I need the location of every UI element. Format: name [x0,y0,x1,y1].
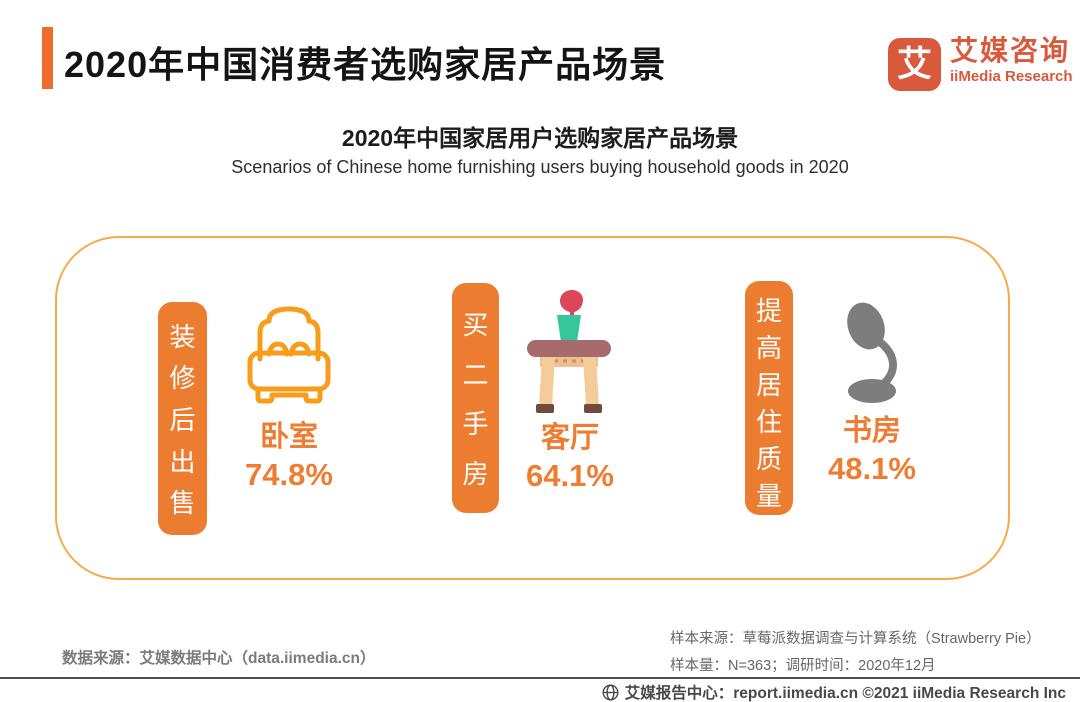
iimedia-logo-icon: 艾 [888,38,941,91]
globe-icon [602,683,619,701]
scenario-tag-secondhand-house: 买二手房 [452,283,499,513]
footer-divider [0,677,1080,679]
lamp-icon [847,302,897,403]
room-label-bedroom: 卧室 [259,421,318,453]
bed-icon [247,306,331,404]
scenario-tag-renovate-sell: 装修后出售 [158,302,207,535]
title-accent-bar [42,27,53,89]
scenario-tag-improve-living-quality: 提高居住质量 [745,281,793,515]
chart-panel: 装修后出售 卧室 74.8% 买二手房 客厅 64.1% [55,236,1010,580]
footer-bar: 艾媒报告中心：report.iimedia.cn ©2021 iiMedia R… [602,681,1066,702]
logo-glyph: 艾 [896,45,932,84]
room-label-study: 书房 [842,415,901,447]
data-source: 数据来源：艾媒数据中心（data.iimedia.cn） [62,650,376,667]
brand-name-en: iiMedia Research [950,68,1073,85]
sample-source-block: 样本来源：草莓派数据调查与计算系统（Strawberry Pie） 样本量：N=… [670,626,1041,680]
value-livingroom: 64.1% [526,458,614,493]
brand-name-cn: 艾媒咨询 [950,35,1071,66]
footer-text: 艾媒报告中心：report.iimedia.cn ©2021 iiMedia R… [624,685,1066,702]
brand-logo: 艾 艾媒咨询 iiMedia Research [888,36,1073,91]
table-icon [527,290,611,413]
value-bedroom: 74.8% [245,457,333,492]
page-title: 2020年中国消费者选购家居产品场景 [64,44,667,85]
sample-info: 样本量：N=363；调研时间：2020年12月 [670,658,936,674]
sample-source: 样本来源：草莓派数据调查与计算系统（Strawberry Pie） [670,631,1041,647]
chart-subtitle-en: Scenarios of Chinese home furnishing use… [231,157,849,177]
value-study: 48.1% [828,451,916,486]
room-label-livingroom: 客厅 [540,422,599,454]
chart-title: 2020年中国家居用户选购家居产品场景 [341,125,739,151]
brand-text: 艾媒咨询 iiMedia Research [950,36,1073,86]
